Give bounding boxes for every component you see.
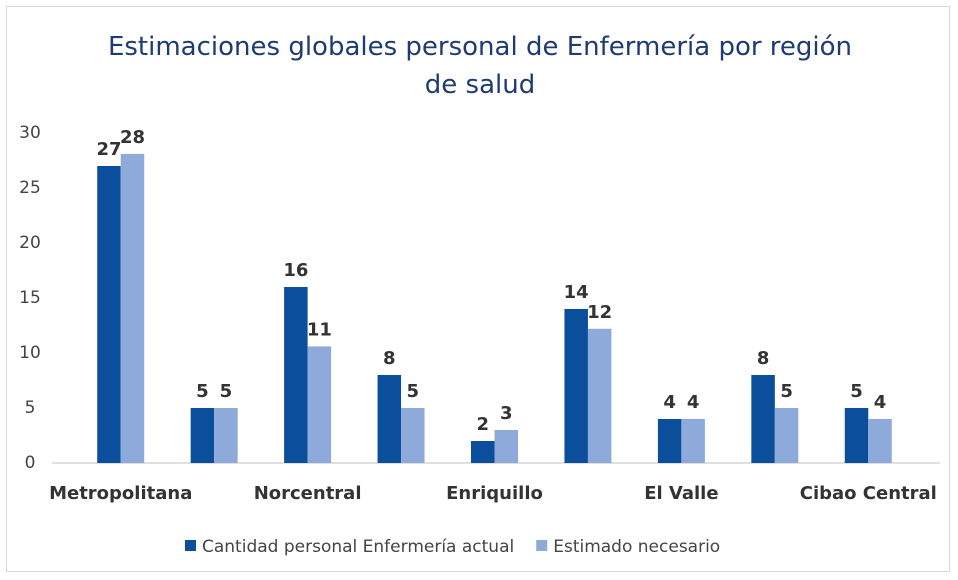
value-label: 3 (500, 403, 513, 424)
value-label: 5 (850, 381, 863, 402)
bar (587, 328, 612, 463)
bar (284, 287, 308, 463)
y-tick-label: 30 (19, 123, 41, 143)
x-tick-label: Metropolitana (49, 483, 192, 504)
y-tick-label: 20 (19, 233, 41, 253)
bar (681, 419, 705, 463)
chart-frame (6, 6, 950, 572)
bar (657, 419, 682, 463)
value-label: 11 (307, 319, 332, 340)
value-label: 27 (96, 139, 121, 160)
value-label: 8 (383, 348, 396, 369)
bar (97, 166, 121, 463)
bar (471, 441, 495, 463)
y-tick-label: 25 (19, 178, 41, 198)
chart-title: Estimaciones globales personal de Enferm… (107, 32, 853, 100)
bar (120, 153, 145, 463)
value-label: 5 (196, 381, 209, 402)
value-label: 5 (780, 381, 793, 402)
y-tick-label: 15 (19, 288, 41, 308)
value-label: 14 (564, 282, 589, 303)
value-label: 16 (283, 260, 308, 281)
value-label: 4 (663, 392, 676, 413)
bar (494, 430, 518, 463)
value-label: 12 (587, 302, 612, 323)
bar (190, 408, 215, 463)
value-label: 8 (757, 348, 770, 369)
value-label: 2 (476, 414, 489, 435)
value-label: 5 (220, 381, 233, 402)
y-tick-label: 5 (25, 398, 36, 418)
value-label: 28 (120, 127, 145, 148)
bar (377, 375, 402, 463)
x-tick-label: Norcentral (254, 483, 362, 504)
legend-swatch (536, 540, 548, 551)
legend-label: Estimado necesario (553, 537, 720, 557)
bar (214, 408, 238, 463)
bar (868, 419, 892, 463)
x-tick-label: El Valle (644, 483, 718, 504)
y-tick-label: 10 (19, 343, 41, 363)
bar (307, 346, 332, 463)
legend-swatch (185, 540, 196, 551)
bar (751, 375, 775, 463)
y-tick-label: 0 (25, 453, 36, 473)
legend-label: Cantidad personal Enfermería actual (202, 537, 514, 557)
value-label: 5 (407, 381, 420, 402)
value-label: 4 (874, 392, 887, 413)
x-tick-label: Cibao Central (800, 483, 937, 504)
x-tick-label: Enriquillo (446, 483, 543, 504)
bar (844, 408, 869, 463)
bar (401, 408, 425, 463)
value-label: 4 (687, 392, 700, 413)
bar (564, 309, 588, 463)
bar (774, 408, 799, 463)
